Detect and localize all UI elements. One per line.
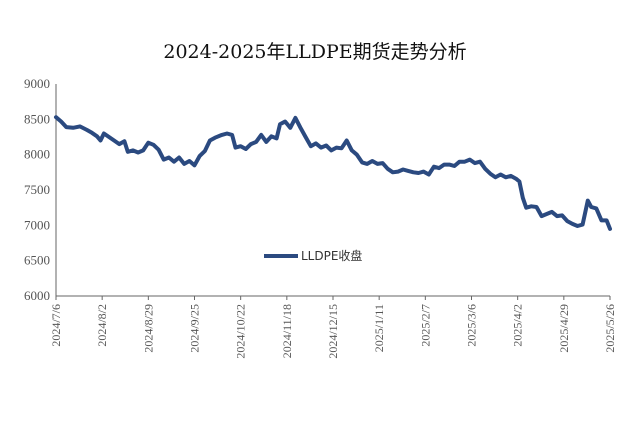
y-tick-label: 6000 xyxy=(24,288,50,303)
x-tick-label: 2024/8/29 xyxy=(141,304,155,353)
x-tick-label: 2024/10/22 xyxy=(234,304,248,359)
x-tick-label: 2024/9/25 xyxy=(188,304,202,353)
x-tick-label: 2025/5/26 xyxy=(603,304,617,353)
y-tick-label: 8500 xyxy=(24,111,50,126)
y-tick-label: 7500 xyxy=(24,182,50,197)
x-tick-label: 2025/1/11 xyxy=(372,304,386,352)
legend-label: LLDPE收盘 xyxy=(301,248,362,263)
x-tick-label: 2024/8/2 xyxy=(95,304,109,347)
x-tick-label: 2024/7/6 xyxy=(49,304,63,347)
y-tick-label: 8000 xyxy=(24,147,50,162)
x-tick-label: 2025/4/29 xyxy=(557,304,571,353)
x-tick-label: 2025/3/6 xyxy=(465,304,479,347)
y-tick-label: 6500 xyxy=(24,253,50,268)
y-tick-label: 7000 xyxy=(24,217,50,232)
chart-title: 2024-2025年LLDPE期货走势分析 xyxy=(163,41,466,63)
series-line-lldpe xyxy=(54,115,612,231)
x-tick-label: 2025/4/2 xyxy=(511,304,525,347)
x-tick-label: 2025/2/7 xyxy=(418,304,432,347)
x-tick-label: 2024/11/18 xyxy=(280,304,294,358)
legend: LLDPE收盘 xyxy=(264,248,362,263)
y-axis-ticks: 6000 6500 7000 7500 8000 8500 9000 xyxy=(24,76,50,303)
x-tick-label: 2024/12/15 xyxy=(326,304,340,359)
y-tick-label: 9000 xyxy=(24,76,50,91)
x-axis-ticks: 2024/7/6 2024/8/2 2024/8/29 2024/9/25 2024/1… xyxy=(49,296,617,359)
